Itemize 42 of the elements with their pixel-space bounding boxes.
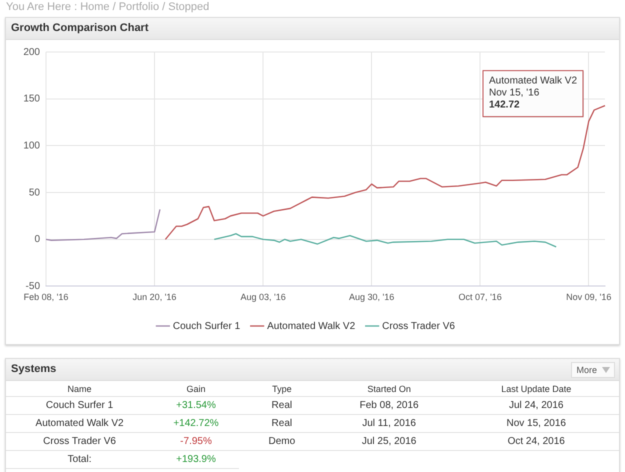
x-tick-label: Nov 09, '16 [566, 292, 612, 302]
x-tick-label: Oct 07, '16 [458, 292, 502, 302]
text: Nov 15, 2016 [506, 418, 566, 429]
text: Total: [68, 454, 92, 465]
text: Cross Trader V6 [43, 436, 116, 447]
category-label: Gain [153, 381, 239, 396]
legend-label: Cross Trader V6 [382, 320, 456, 332]
text: +193.9% [176, 454, 216, 465]
chart-title: Growth Comparison Chart [6, 18, 619, 40]
text: Real [272, 418, 292, 429]
text: Automated Walk V2 [36, 418, 124, 429]
y-tick-label: -50 [26, 280, 40, 292]
y-tick-label: 100 [23, 140, 40, 152]
text: Systems [11, 363, 56, 375]
text: More [571, 362, 615, 378]
x-tick-label: Aug 03, '16 [240, 292, 286, 302]
annotation: Automated Walk V2 Nov 15, '16 142.72 [488, 75, 578, 110]
text: Jul 25, 2016 [362, 436, 416, 447]
legend-label: Automated Walk V2 [267, 320, 356, 332]
y-tick-label: 0 [34, 234, 40, 246]
legend-label: Couch Surfer 1 [172, 320, 241, 332]
y-tick-label: 200 [23, 46, 40, 58]
x-tick-label: Aug 30, '16 [349, 292, 394, 302]
x-tick-label: Jun 20, '16 [132, 292, 176, 302]
category-label: Name [6, 381, 154, 396]
text: -7.95% [180, 436, 212, 447]
category-label: Last Update Date [453, 381, 619, 396]
text: Jul 11, 2016 [362, 418, 416, 429]
text: Oct 24, 2016 [508, 436, 565, 447]
text: Jul 24, 2016 [508, 400, 564, 411]
category-label: Started On [324, 381, 454, 396]
x-tick-label: Feb 08, '16 [24, 292, 68, 302]
y-tick-label: 150 [23, 94, 40, 105]
text: Demo [268, 436, 296, 447]
y-tick-label: 50 [28, 187, 40, 198]
category-label: Type [238, 381, 325, 396]
text: Couch Surfer 1 [46, 400, 114, 411]
text: Real [272, 400, 292, 411]
text: +31.54% [176, 400, 216, 411]
text: Feb 08, 2016 [360, 400, 419, 411]
text: You Are Here : Home / Portfolio / Stopped [6, 1, 210, 13]
text: +142.72% [173, 418, 219, 429]
